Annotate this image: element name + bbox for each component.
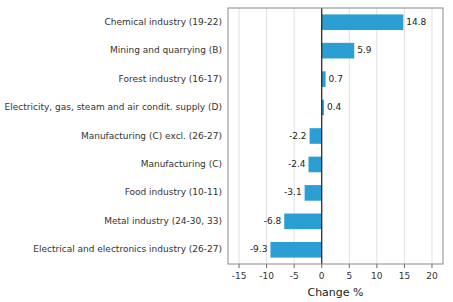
category-label: Food industry (10-11) <box>125 187 222 197</box>
y-axis-labels: Electrical and electronics industry (26-… <box>5 17 222 255</box>
tick-label: 15 <box>399 271 410 281</box>
data-label: 0.4 <box>327 102 342 112</box>
x-axis-title: Change % <box>307 286 363 299</box>
tick-label: 5 <box>346 271 352 281</box>
chart-svg: Electrical and electronics industry (26-… <box>0 0 453 302</box>
category-label: Electricity, gas, steam and air condit. … <box>5 102 222 112</box>
bar <box>305 185 322 201</box>
category-label: Chemical industry (19-22) <box>104 17 222 27</box>
tick-mark <box>376 264 377 268</box>
bar <box>310 128 322 144</box>
category-label: Manufacturing (C) excl. (26-27) <box>81 131 222 141</box>
bars <box>270 14 403 257</box>
data-label: -3.1 <box>284 187 302 197</box>
tick-label: -10 <box>259 271 274 281</box>
category-label: Electrical and electronics industry (26-… <box>33 244 222 254</box>
tick-label: -15 <box>232 271 247 281</box>
tick-label: 0 <box>319 271 325 281</box>
bar <box>270 242 321 258</box>
bar <box>322 43 355 59</box>
data-label: -2.4 <box>288 159 306 169</box>
bar <box>284 214 321 230</box>
tick-mark <box>239 264 240 268</box>
category-label: Forest industry (16-17) <box>119 74 222 84</box>
chart-container: Electrical and electronics industry (26-… <box>0 0 453 302</box>
tick-mark <box>266 264 267 268</box>
grid <box>239 8 432 264</box>
tick-mark <box>431 264 432 268</box>
data-label: 14.8 <box>406 17 426 27</box>
tick-label: 20 <box>426 271 438 281</box>
grid-line <box>239 8 240 264</box>
data-label: -6.8 <box>264 216 282 226</box>
tick-label: -5 <box>290 271 299 281</box>
category-label: Manufacturing (C) <box>141 159 222 169</box>
tick-mark <box>404 264 405 268</box>
bar <box>308 157 321 173</box>
grid-line <box>431 8 432 264</box>
data-label: 5.9 <box>357 45 372 55</box>
data-labels: -9.3 -6.8 -3.1 -2.4 -2.2 0.4 0.7 5.9 14.8 <box>250 17 427 255</box>
grid-line <box>321 8 322 264</box>
zero-line <box>321 8 322 264</box>
tick-mark <box>321 264 322 268</box>
grid-line <box>404 8 405 264</box>
tick-label: 10 <box>371 271 383 281</box>
bar <box>322 14 404 30</box>
category-label: Metal industry (24-30, 33) <box>104 216 222 226</box>
tick-mark <box>294 264 295 268</box>
data-label: 0.7 <box>329 74 343 84</box>
grid-line <box>376 8 377 264</box>
data-label: -9.3 <box>250 244 268 254</box>
plot-frame <box>228 8 443 264</box>
x-axis: -15 -10 -5 0 5 10 15 20 <box>232 264 438 281</box>
data-label: -2.2 <box>289 131 307 141</box>
category-label: Mining and quarrying (B) <box>110 45 222 55</box>
tick-mark <box>349 264 350 268</box>
